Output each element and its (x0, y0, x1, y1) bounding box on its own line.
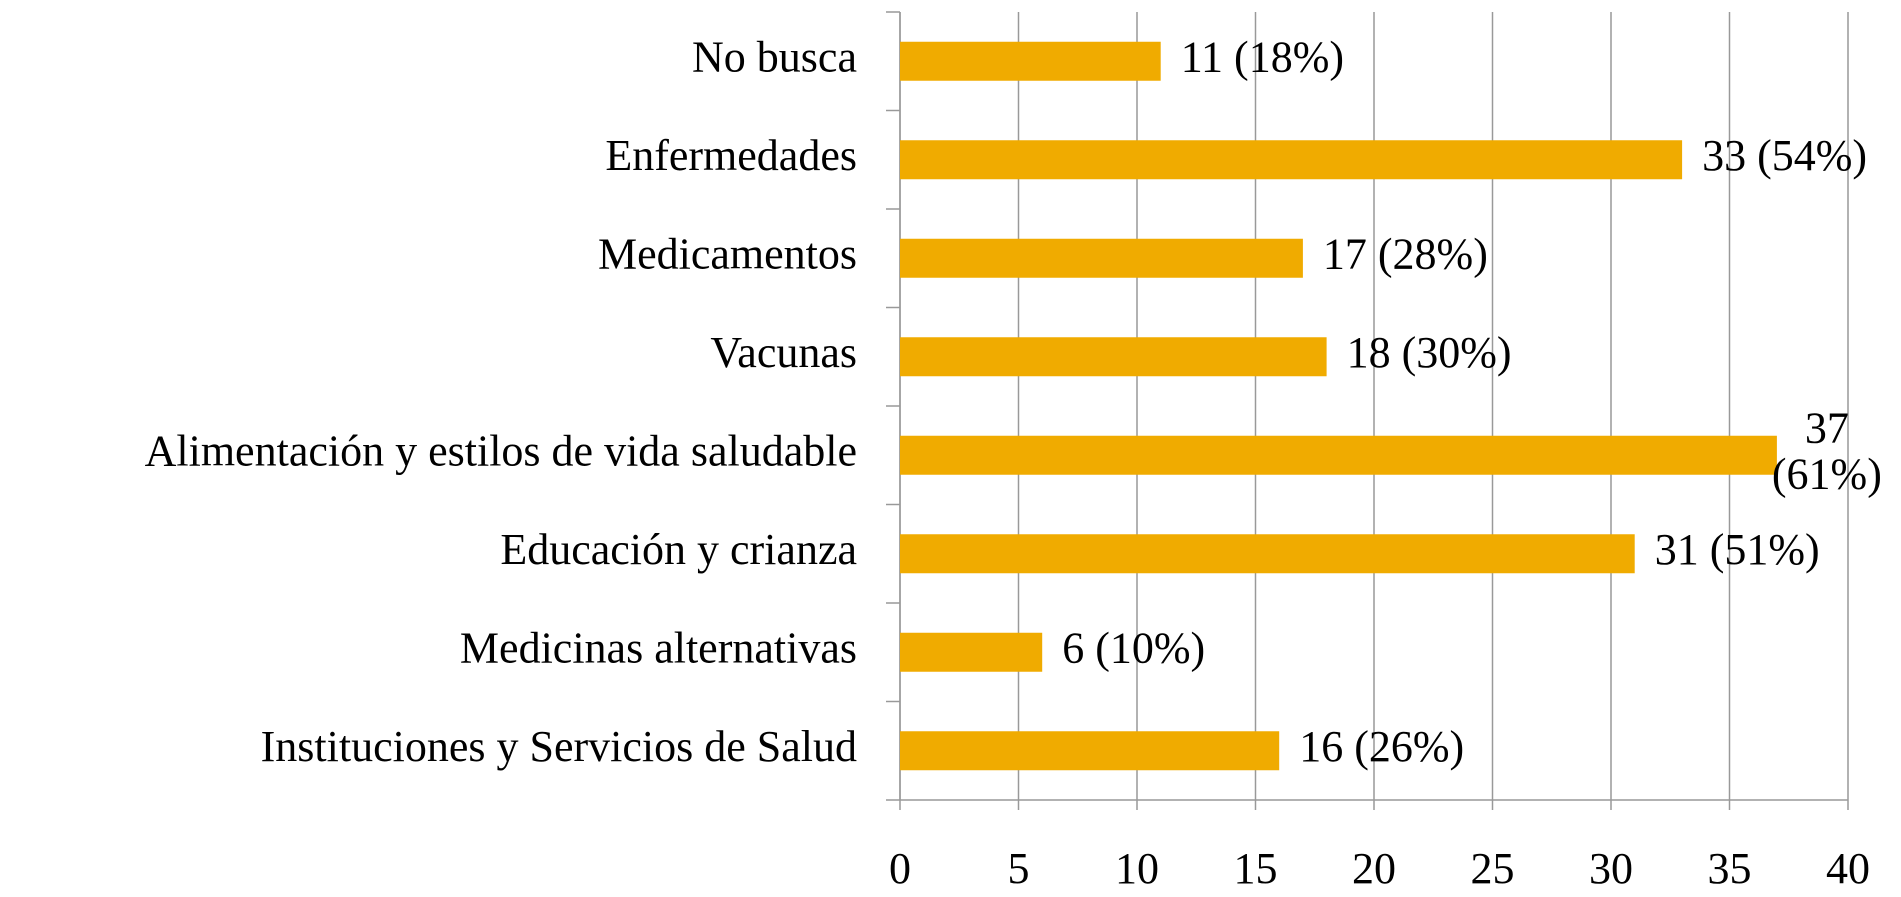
y-tick-label: Medicamentos (598, 229, 857, 278)
bar (900, 337, 1327, 377)
value-label: 31 (51%) (1655, 525, 1820, 574)
value-label: 18 (30%) (1347, 328, 1512, 377)
bar (900, 632, 1043, 672)
value-label: 6 (10%) (1062, 623, 1205, 672)
bar (900, 534, 1635, 574)
y-tick-label: Instituciones y Servicios de Salud (261, 722, 857, 771)
bar (900, 238, 1303, 278)
x-tick-label: 15 (1234, 844, 1278, 893)
x-tick-label: 30 (1589, 844, 1633, 893)
x-tick-label: 40 (1826, 844, 1870, 893)
y-tick-label: Educación y crianza (500, 525, 857, 574)
value-label: 16 (26%) (1299, 722, 1464, 771)
value-label: 37 (61%) (1772, 403, 1882, 498)
bar (900, 140, 1683, 180)
value-label: 11 (18%) (1181, 32, 1344, 81)
x-tick-label: 20 (1352, 844, 1396, 893)
x-tick-label: 10 (1115, 844, 1159, 893)
y-tick-label: Enfermedades (605, 131, 857, 180)
x-tick-label: 35 (1708, 844, 1752, 893)
x-tick-label: 5 (1008, 844, 1030, 893)
bar (900, 731, 1280, 771)
x-tick-label: 0 (889, 844, 911, 893)
bar (900, 435, 1777, 475)
value-label: 33 (54%) (1702, 131, 1867, 180)
value-label: 17 (28%) (1323, 229, 1488, 278)
y-tick-label: Vacunas (710, 328, 857, 377)
y-tick-label: No busca (692, 32, 857, 81)
x-tick-label: 25 (1471, 844, 1515, 893)
bar (900, 41, 1161, 81)
y-tick-label: Alimentación y estilos de vida saludable (145, 426, 857, 475)
y-tick-label: Medicinas alternativas (460, 623, 857, 672)
